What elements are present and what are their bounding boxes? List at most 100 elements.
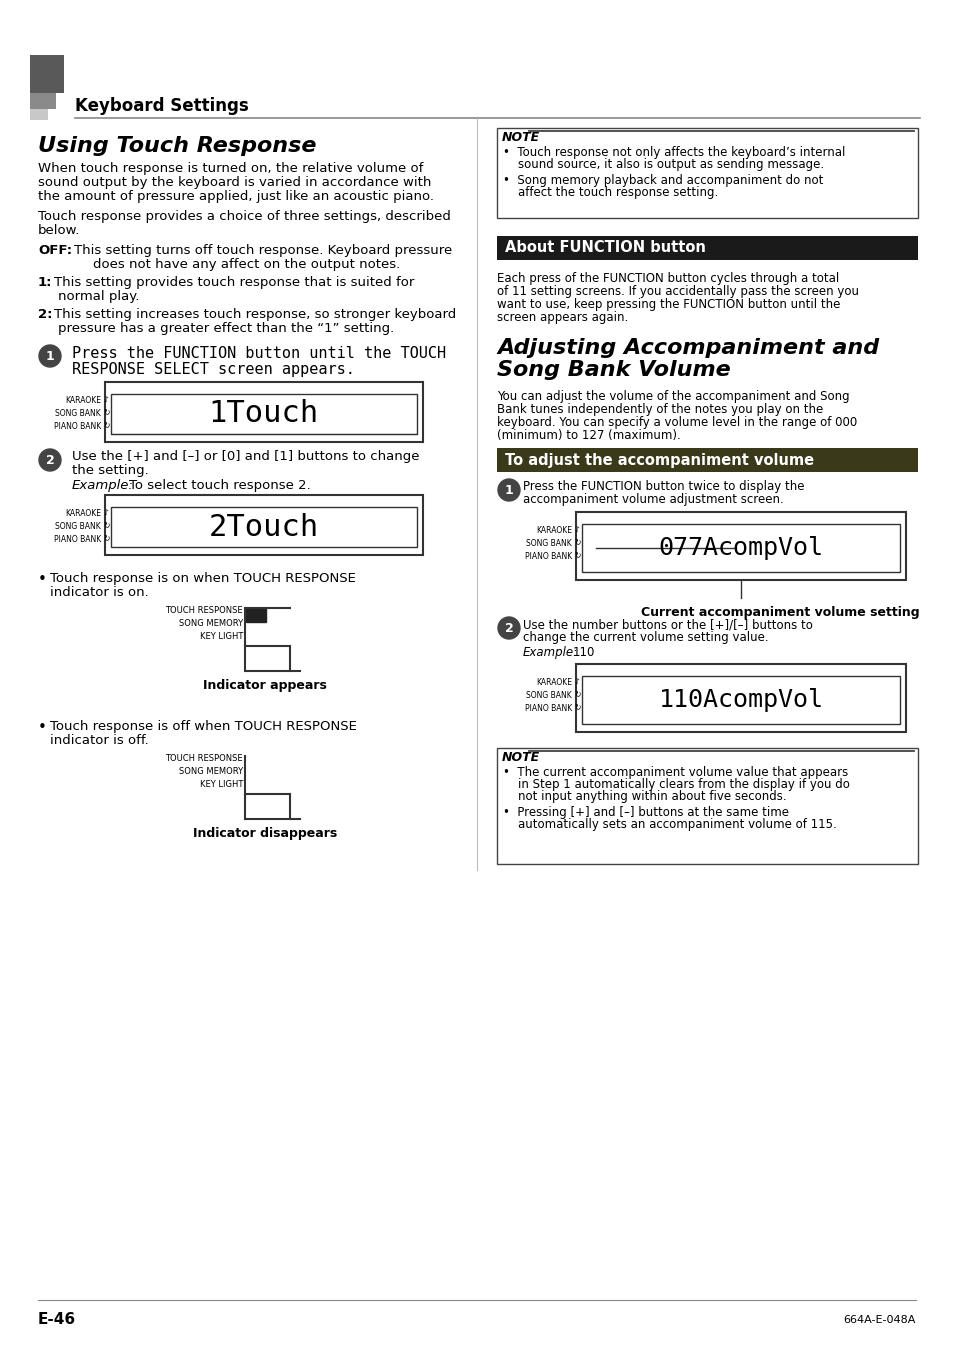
Text: Press the FUNCTION button twice to display the: Press the FUNCTION button twice to displ… <box>522 480 803 493</box>
Text: KEY LIGHT: KEY LIGHT <box>199 632 243 642</box>
Text: sound source, it also is output as sending message.: sound source, it also is output as sendi… <box>502 158 823 171</box>
Text: the setting.: the setting. <box>71 464 149 477</box>
Text: ↻: ↻ <box>574 538 579 547</box>
Text: About FUNCTION button: About FUNCTION button <box>504 240 705 256</box>
Text: ♪: ♪ <box>103 395 108 404</box>
Bar <box>246 608 266 621</box>
Text: 1: 1 <box>46 349 54 363</box>
Text: Song Bank Volume: Song Bank Volume <box>497 360 730 380</box>
Bar <box>105 495 422 555</box>
Text: not input anything within about five seconds.: not input anything within about five sec… <box>502 790 786 803</box>
Text: SONG BANK: SONG BANK <box>526 539 572 549</box>
Text: 664A-E-048A: 664A-E-048A <box>842 1316 915 1325</box>
Text: 2: 2 <box>46 453 54 466</box>
Text: Adjusting Accompaniment and: Adjusting Accompaniment and <box>497 338 879 359</box>
Text: Example:: Example: <box>71 479 133 492</box>
Text: 1:: 1: <box>38 276 52 288</box>
Text: Use the [+] and [–] or [0] and [1] buttons to change: Use the [+] and [–] or [0] and [1] butto… <box>71 450 419 462</box>
Text: OFF:: OFF: <box>38 244 72 257</box>
Text: NOTE: NOTE <box>501 131 539 144</box>
Text: change the current volume setting value.: change the current volume setting value. <box>522 631 768 644</box>
Text: KARAOKE: KARAOKE <box>536 526 572 535</box>
Text: 1: 1 <box>504 484 513 496</box>
Text: •  Pressing [+] and [–] buttons at the same time: • Pressing [+] and [–] buttons at the sa… <box>502 806 788 820</box>
Text: Bank tunes independently of the notes you play on the: Bank tunes independently of the notes yo… <box>497 403 822 417</box>
Text: PIANO BANK: PIANO BANK <box>53 535 101 545</box>
Bar <box>581 675 899 724</box>
Text: indicator is off.: indicator is off. <box>50 735 149 747</box>
Text: 077AcompVol: 077AcompVol <box>658 537 822 559</box>
Text: Example:: Example: <box>522 646 578 659</box>
Text: ↻: ↻ <box>103 421 110 430</box>
Text: Current accompaniment volume setting: Current accompaniment volume setting <box>640 607 919 619</box>
Text: To adjust the accompaniment volume: To adjust the accompaniment volume <box>504 453 813 468</box>
Text: Touch response is off when TOUCH RESPONSE: Touch response is off when TOUCH RESPONS… <box>50 720 356 733</box>
Text: ♪: ♪ <box>574 677 578 686</box>
Text: •  Touch response not only affects the keyboard’s internal: • Touch response not only affects the ke… <box>502 146 844 159</box>
Bar <box>30 93 56 109</box>
Text: indicator is on.: indicator is on. <box>50 586 149 599</box>
Text: keyboard. You can specify a volume level in the range of 000: keyboard. You can specify a volume level… <box>497 417 857 429</box>
Circle shape <box>39 449 61 470</box>
Text: SONG BANK: SONG BANK <box>55 522 101 531</box>
Bar <box>576 665 905 732</box>
Text: 2Touch: 2Touch <box>209 512 319 542</box>
Bar <box>30 55 64 93</box>
Bar <box>497 128 917 218</box>
Text: KEY LIGHT: KEY LIGHT <box>199 780 243 789</box>
Text: screen appears again.: screen appears again. <box>497 311 628 324</box>
Bar <box>497 748 917 864</box>
Text: Each press of the FUNCTION button cycles through a total: Each press of the FUNCTION button cycles… <box>497 272 839 284</box>
Text: E-46: E-46 <box>38 1313 76 1328</box>
Text: ↻: ↻ <box>103 534 110 543</box>
Text: SONG MEMORY: SONG MEMORY <box>178 767 243 776</box>
Text: Press the FUNCTION button until the TOUCH: Press the FUNCTION button until the TOUC… <box>71 346 446 361</box>
Text: in Step 1 automatically clears from the display if you do: in Step 1 automatically clears from the … <box>502 778 849 791</box>
Text: ↻: ↻ <box>574 551 579 559</box>
Bar <box>111 394 416 434</box>
Text: •: • <box>38 720 47 735</box>
Text: 110AcompVol: 110AcompVol <box>658 687 822 712</box>
Text: ↻: ↻ <box>574 690 579 700</box>
Bar <box>30 109 48 120</box>
Text: RESPONSE SELECT screen appears.: RESPONSE SELECT screen appears. <box>71 363 355 377</box>
Text: •: • <box>38 572 47 586</box>
Text: does not have any affect on the output notes.: does not have any affect on the output n… <box>92 257 400 271</box>
Text: This setting provides touch response that is suited for: This setting provides touch response tha… <box>54 276 414 288</box>
Text: want to use, keep pressing the FUNCTION button until the: want to use, keep pressing the FUNCTION … <box>497 298 840 311</box>
Text: affect the touch response setting.: affect the touch response setting. <box>502 186 718 200</box>
Text: Using Touch Response: Using Touch Response <box>38 136 316 156</box>
Text: PIANO BANK: PIANO BANK <box>53 422 101 431</box>
Text: ↻: ↻ <box>103 520 110 530</box>
Text: Keyboard Settings: Keyboard Settings <box>75 97 249 115</box>
Text: TOUCH RESPONSE: TOUCH RESPONSE <box>165 754 243 763</box>
Text: ♪: ♪ <box>574 524 578 534</box>
Text: the amount of pressure applied, just like an acoustic piano.: the amount of pressure applied, just lik… <box>38 190 434 204</box>
Bar <box>581 524 899 572</box>
Bar <box>576 512 905 580</box>
Text: 2: 2 <box>504 621 513 635</box>
Text: ↻: ↻ <box>103 408 110 417</box>
Text: Touch response provides a choice of three settings, described: Touch response provides a choice of thre… <box>38 210 451 222</box>
Bar <box>111 507 416 547</box>
Bar <box>497 236 917 260</box>
Text: (minimum) to 127 (maximum).: (minimum) to 127 (maximum). <box>497 429 680 442</box>
Text: PIANO BANK: PIANO BANK <box>524 551 572 561</box>
Text: This setting increases touch response, so stronger keyboard: This setting increases touch response, s… <box>54 307 456 321</box>
Circle shape <box>39 345 61 367</box>
Text: Use the number buttons or the [+]/[–] buttons to: Use the number buttons or the [+]/[–] bu… <box>522 617 812 631</box>
Text: SONG MEMORY: SONG MEMORY <box>178 619 243 628</box>
Text: When touch response is turned on, the relative volume of: When touch response is turned on, the re… <box>38 162 423 175</box>
Text: SONG BANK: SONG BANK <box>526 692 572 700</box>
Text: You can adjust the volume of the accompaniment and Song: You can adjust the volume of the accompa… <box>497 390 849 403</box>
Text: pressure has a greater effect than the “1” setting.: pressure has a greater effect than the “… <box>58 322 394 336</box>
Text: below.: below. <box>38 224 80 237</box>
Text: Touch response is on when TOUCH RESPONSE: Touch response is on when TOUCH RESPONSE <box>50 572 355 585</box>
Text: sound output by the keyboard is varied in accordance with: sound output by the keyboard is varied i… <box>38 177 431 189</box>
Text: KARAOKE: KARAOKE <box>65 510 101 518</box>
Text: •  The current accompaniment volume value that appears: • The current accompaniment volume value… <box>502 766 847 779</box>
Text: accompaniment volume adjustment screen.: accompaniment volume adjustment screen. <box>522 493 783 506</box>
Text: NOTE: NOTE <box>501 751 539 764</box>
Text: Indicator disappears: Indicator disappears <box>193 828 336 841</box>
Text: 110: 110 <box>573 646 595 659</box>
